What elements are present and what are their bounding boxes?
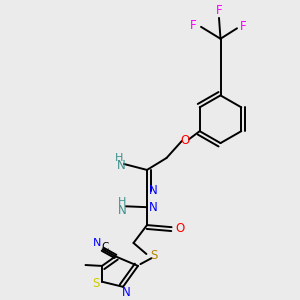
Text: C: C xyxy=(101,242,109,252)
Text: N: N xyxy=(148,201,158,214)
Text: N: N xyxy=(92,238,101,248)
Text: O: O xyxy=(176,222,184,235)
Text: F: F xyxy=(190,19,197,32)
Text: N: N xyxy=(118,204,127,217)
Text: F: F xyxy=(216,4,222,17)
Text: N: N xyxy=(148,184,158,197)
Text: N: N xyxy=(117,159,126,172)
Text: O: O xyxy=(181,134,190,147)
Text: H: H xyxy=(118,197,126,207)
Text: F: F xyxy=(240,20,247,33)
Text: S: S xyxy=(151,249,158,262)
Text: N: N xyxy=(122,286,130,299)
Text: S: S xyxy=(92,277,100,290)
Text: H: H xyxy=(115,153,124,163)
